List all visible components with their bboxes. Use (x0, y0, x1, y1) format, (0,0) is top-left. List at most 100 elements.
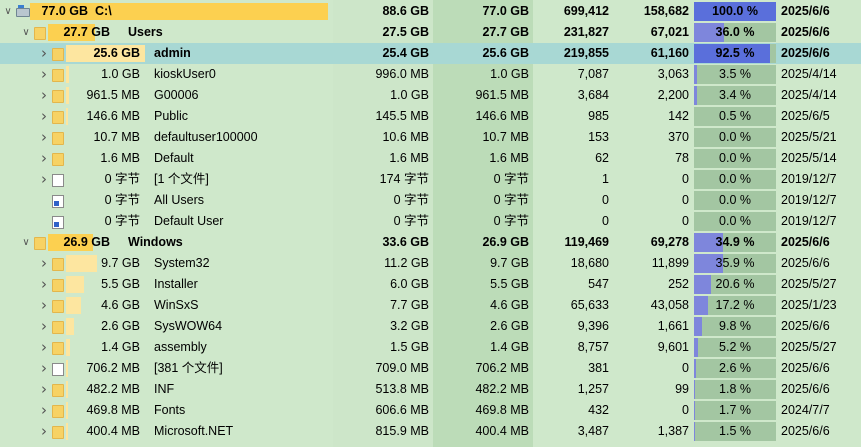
tree-row[interactable]: › 482.2 MB INF 513.8 MB 482.2 MB 1,257 99 1.8 %… (0, 379, 861, 400)
folder-name: kioskUser0 (154, 67, 216, 81)
folder-count: 11,899 (651, 256, 689, 270)
tree-row[interactable]: ∨ 27.7 GB Users 27.5 GB 27.7 GB 231,827 67,021… (0, 22, 861, 43)
percent-of-parent: 17.2 % (694, 296, 776, 315)
folder-icon (52, 111, 64, 124)
chevron-right-icon[interactable]: › (41, 170, 47, 188)
percent-label: 2.6 % (719, 361, 751, 375)
tree-row[interactable]: › 9.7 GB System32 11.2 GB 9.7 GB 18,680 11,899… (0, 253, 861, 274)
file-count: 219,855 (563, 46, 609, 60)
folder-count: 370 (668, 130, 689, 144)
percent-bar (694, 380, 695, 399)
last-modified-date: 2019/12/7 (781, 193, 837, 207)
tree-row[interactable]: ∨ 77.0 GB C:\ 88.6 GB 77.0 GB 699,412 158,682 1… (0, 1, 861, 22)
folder-name: Default (154, 151, 194, 165)
drive-icon (16, 5, 30, 17)
allocated-size: 709.0 MB (375, 361, 429, 375)
chevron-right-icon[interactable]: › (41, 149, 47, 167)
chevron-right-icon[interactable]: › (41, 107, 47, 125)
allocated-size: 606.6 MB (375, 403, 429, 417)
used-size: 27.7 GB (482, 25, 529, 39)
chevron-down-icon[interactable]: ∨ (22, 237, 30, 248)
percent-label: 0.0 % (719, 130, 751, 144)
percent-of-parent: 100.0 % (694, 2, 776, 21)
folder-count: 1,661 (657, 319, 689, 333)
folder-name: Default User (154, 214, 224, 228)
folder-size-label: 469.8 MB (86, 403, 140, 417)
folder-count: 0 (682, 214, 689, 228)
tree-row[interactable]: › 2.6 GB SysWOW64 3.2 GB 2.6 GB 9,396 1,661 9.8… (0, 316, 861, 337)
chevron-right-icon[interactable]: › (41, 317, 47, 335)
folder-count: 67,021 (650, 25, 689, 39)
folder-count: 158,682 (643, 4, 689, 18)
file-count: 381 (588, 361, 609, 375)
file-icon (52, 174, 64, 187)
last-modified-date: 2025/5/27 (781, 340, 837, 354)
chevron-right-icon[interactable]: › (41, 380, 47, 398)
percent-bar (694, 296, 708, 315)
file-count: 7,087 (577, 67, 609, 81)
size-proportion-bar (66, 339, 70, 356)
file-count: 985 (588, 109, 609, 123)
percent-of-parent: 0.0 % (694, 191, 776, 210)
tree-row[interactable]: › 1.6 MB Default 1.6 MB 1.6 MB 62 78 0.0 % 2025/… (0, 148, 861, 169)
used-size: 4.6 GB (490, 298, 529, 312)
used-size: 961.5 MB (475, 88, 529, 102)
chevron-right-icon[interactable]: › (41, 401, 47, 419)
chevron-right-icon[interactable]: › (41, 275, 47, 293)
chevron-right-icon[interactable]: › (41, 44, 47, 62)
chevron-right-icon[interactable]: › (41, 65, 47, 83)
tree-row[interactable]: › 469.8 MB Fonts 606.6 MB 469.8 MB 432 0 1.7 % 2… (0, 400, 861, 421)
tree-row[interactable]: › 961.5 MB G00006 1.0 GB 961.5 MB 3,684 2,200 3… (0, 85, 861, 106)
tree-row[interactable]: › 146.6 MB Public 145.5 MB 146.6 MB 985 142 0.5… (0, 106, 861, 127)
tree-row[interactable]: › 1.4 GB assembly 1.5 GB 1.4 GB 8,757 9,601 5.2… (0, 337, 861, 358)
tree-row[interactable]: › 400.4 MB Microsoft.NET 815.9 MB 400.4 MB 3,… (0, 421, 861, 442)
allocated-size: 815.9 MB (375, 424, 429, 438)
allocated-size: 10.6 MB (382, 130, 429, 144)
folder-name: System32 (154, 256, 210, 270)
tree-row[interactable]: › 706.2 MB [381 个文件] 709.0 MB 706.2 MB 381 0 2.… (0, 358, 861, 379)
last-modified-date: 2025/5/14 (781, 151, 837, 165)
percent-label: 3.4 % (719, 88, 751, 102)
chevron-down-icon[interactable]: ∨ (4, 6, 12, 17)
percent-of-parent: 2.6 % (694, 359, 776, 378)
folder-count: 0 (682, 403, 689, 417)
chevron-right-icon[interactable]: › (41, 296, 47, 314)
chevron-right-icon[interactable]: › (41, 359, 47, 377)
chevron-right-icon[interactable]: › (41, 128, 47, 146)
folder-icon (52, 426, 64, 439)
last-modified-date: 2025/6/6 (781, 46, 830, 60)
folder-icon (52, 342, 64, 355)
percent-label: 0.5 % (719, 109, 751, 123)
tree-row[interactable]: 0 字节 All Users 0 字节 0 字节 0 0 0.0 % 2019/12/7 (0, 190, 861, 211)
file-count: 65,633 (570, 298, 609, 312)
last-modified-date: 2025/6/6 (781, 424, 830, 438)
tree-row[interactable]: › 5.5 GB Installer 6.0 GB 5.5 GB 547 252 20.6 %… (0, 274, 861, 295)
chevron-right-icon[interactable]: › (41, 254, 47, 272)
folder-name: Public (154, 109, 189, 123)
tree-row[interactable]: › 25.6 GB admin 25.4 GB 25.6 GB 219,855 61,160… (0, 43, 861, 64)
last-modified-date: 2025/5/21 (781, 130, 837, 144)
percent-of-parent: 20.6 % (694, 275, 776, 294)
file-count: 18,680 (570, 256, 609, 270)
tree-row[interactable]: › 10.7 MB defaultuser100000 10.6 MB 10.7 MB 1… (0, 127, 861, 148)
chevron-right-icon[interactable]: › (41, 338, 47, 356)
last-modified-date: 2025/4/14 (781, 88, 837, 102)
folder-icon (52, 90, 64, 103)
allocated-size: 7.7 GB (390, 298, 429, 312)
chevron-right-icon[interactable]: › (41, 86, 47, 104)
percent-bar (694, 338, 698, 357)
tree-row[interactable]: › 1.0 GB kioskUser0 996.0 MB 1.0 GB 7,087 3,06… (0, 64, 861, 85)
tree-row[interactable]: › 4.6 GB WinSxS 7.7 GB 4.6 GB 65,633 43,058 17.… (0, 295, 861, 316)
tree-row[interactable]: 0 字节 Default User 0 字节 0 字节 0 0 0.0 % 2019/12/7 (0, 211, 861, 232)
tree-row[interactable]: ∨ 26.9 GB Windows 33.6 GB 26.9 GB 119,469 69,2… (0, 232, 861, 253)
chevron-right-icon[interactable]: › (41, 422, 47, 440)
folder-icon (52, 132, 64, 145)
folder-icon (52, 384, 64, 397)
folder-count: 2,200 (657, 88, 689, 102)
percent-of-parent: 0.0 % (694, 212, 776, 231)
folder-name: defaultuser100000 (154, 130, 258, 144)
tree-row[interactable]: › 0 字节 [1 个文件] 174 字节 0 字节 1 0 0.0 % 2019/12/7 (0, 169, 861, 190)
allocated-size: 174 字节 (379, 172, 429, 186)
chevron-down-icon[interactable]: ∨ (22, 27, 30, 38)
